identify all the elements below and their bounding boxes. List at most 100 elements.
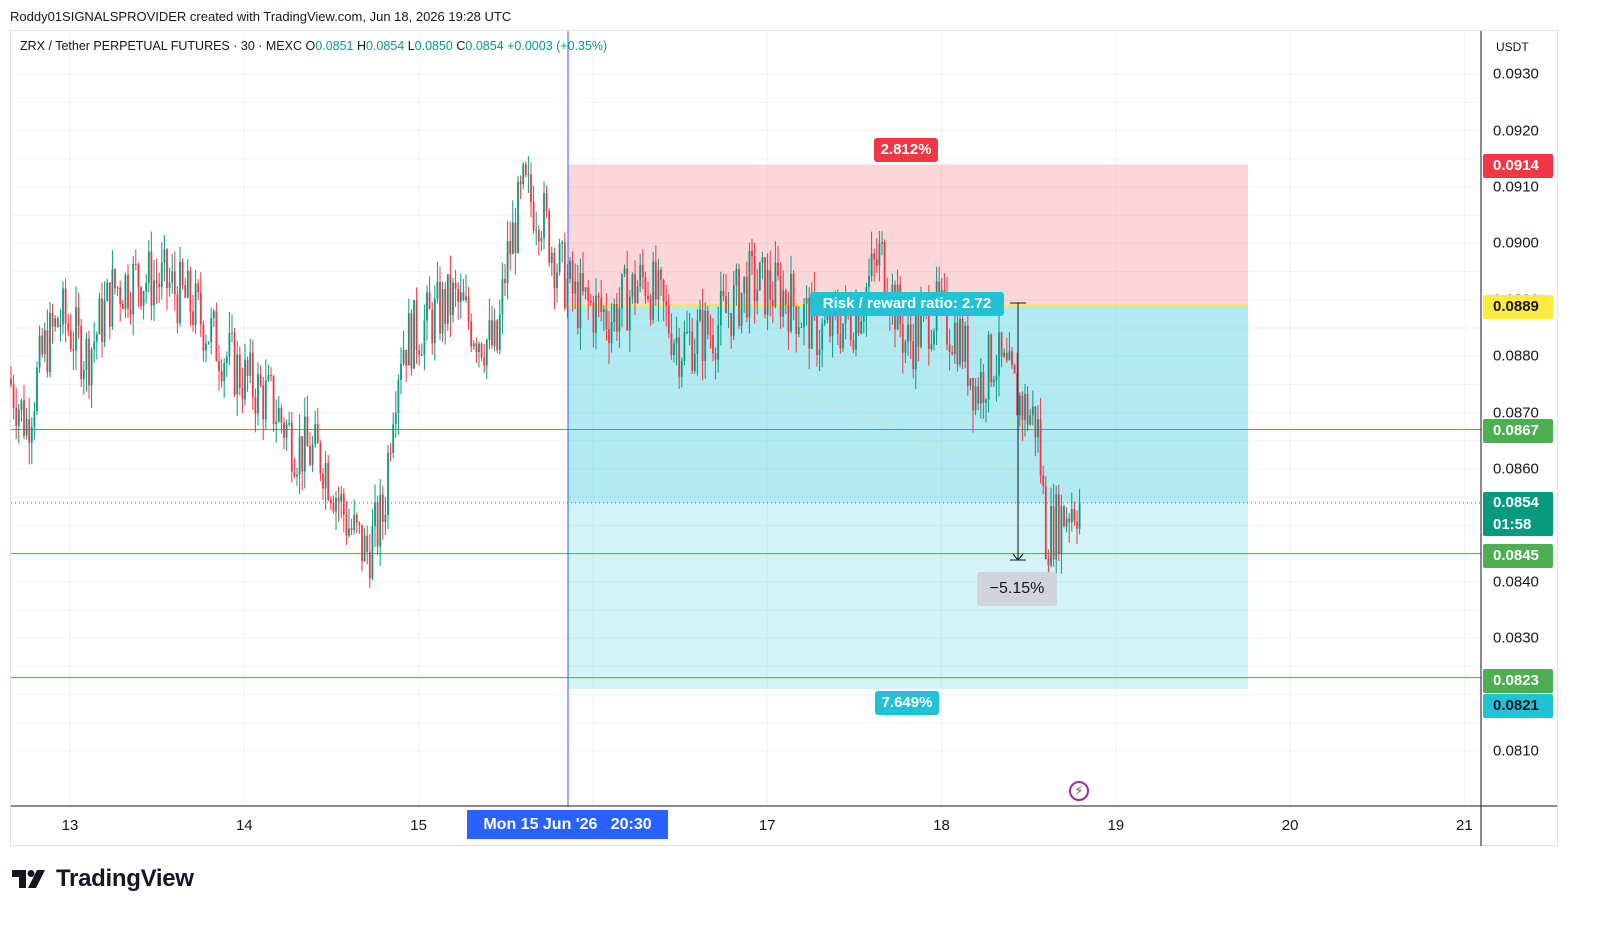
candle-body <box>790 273 792 332</box>
candle-body <box>608 328 610 344</box>
candle-body <box>121 303 124 310</box>
candle-body <box>168 282 171 288</box>
candle-body <box>730 313 733 336</box>
stop-percent-label[interactable]: 2.812% <box>874 138 938 162</box>
candle-body <box>998 332 1000 376</box>
candle-body <box>358 522 361 526</box>
candle-body <box>506 241 509 284</box>
candle-body <box>249 352 252 376</box>
candle-body <box>628 296 631 331</box>
candle-body <box>839 333 842 349</box>
candle-body <box>948 344 951 353</box>
candle-body <box>472 343 475 347</box>
candle-body <box>649 299 652 320</box>
candle-body <box>519 181 522 185</box>
candle-body <box>241 388 244 400</box>
candle-body <box>277 408 280 422</box>
candle-body <box>881 241 883 244</box>
candle-body <box>46 330 49 373</box>
candle-body <box>969 378 972 386</box>
candle-body <box>862 315 865 322</box>
candle-body <box>296 474 298 477</box>
candle-body <box>808 298 811 349</box>
candle-body <box>433 298 436 344</box>
target-percent-label[interactable]: 7.649% <box>875 691 939 715</box>
candle-body <box>233 332 236 395</box>
candle-body <box>602 309 605 312</box>
candle-body <box>670 333 673 356</box>
risk-reward-label[interactable]: Risk / reward ratio: 2.72 <box>810 292 1004 316</box>
candle-body <box>787 304 790 332</box>
candle-body <box>257 374 259 414</box>
candle-body <box>652 261 655 320</box>
axis-currency-unit[interactable]: USDT <box>1496 40 1529 54</box>
open-key: O <box>305 39 316 53</box>
time-tick-label: 21 <box>1456 817 1473 834</box>
stop-loss-zone <box>568 164 1248 306</box>
tradingview-logo[interactable]: TradingView <box>12 865 194 893</box>
time-tick-label: 20 <box>1281 817 1299 834</box>
candle-body <box>1070 509 1073 523</box>
alert-icon[interactable]: ⚡ <box>1069 781 1089 801</box>
candle-body <box>1021 395 1024 421</box>
candle-body <box>878 243 881 266</box>
chart-frame <box>10 30 1558 846</box>
candle-body <box>548 211 551 263</box>
low-key: L <box>407 39 415 53</box>
candle-body <box>706 310 709 335</box>
candle-body <box>509 241 512 255</box>
candle-body <box>194 283 197 326</box>
candle-body <box>251 352 254 398</box>
candle-body <box>478 343 480 353</box>
entry-trend-line <box>619 327 1051 487</box>
candle-body <box>496 320 499 351</box>
candle-body <box>912 341 915 370</box>
candle-body <box>163 249 166 263</box>
candle-body <box>212 311 215 319</box>
candle-body <box>127 275 129 309</box>
candle-body <box>1044 486 1047 560</box>
target-price-tag: 0.0821 <box>1483 694 1553 718</box>
candle-body <box>857 311 860 334</box>
candle-body <box>927 303 930 349</box>
candle-body <box>210 318 213 342</box>
candle-body <box>75 307 77 351</box>
candle-body <box>589 300 592 303</box>
candle-body <box>805 298 808 304</box>
candle-body <box>33 411 36 427</box>
price-range-measure-label[interactable]: −5.15% <box>977 572 1057 606</box>
candle-body <box>181 261 184 286</box>
candle-body <box>758 262 761 291</box>
candle-body <box>415 300 418 351</box>
candle-body <box>1068 518 1071 523</box>
candle-body <box>647 295 649 300</box>
candle-body <box>769 270 772 300</box>
change-value: +0.0003 (+0.35%) <box>507 39 608 53</box>
candle-body <box>943 290 946 292</box>
candle-body <box>1005 352 1008 361</box>
candle-body <box>761 257 764 263</box>
candle-body <box>1031 406 1034 416</box>
candle-body <box>743 276 746 293</box>
candle-body <box>82 369 85 380</box>
candle-body <box>480 343 483 358</box>
candle-body <box>561 242 564 244</box>
symbol-name[interactable]: ZRX / Tether PERPETUAL FUTURES · 30 · ME… <box>20 39 303 53</box>
candle-body <box>119 287 122 304</box>
candle-body <box>72 348 75 351</box>
candle-body <box>631 274 634 297</box>
candle-body <box>626 268 629 331</box>
level-price-tag-3: 0.0823 <box>1483 669 1553 693</box>
candle-body <box>335 497 337 512</box>
candle-body <box>618 308 621 332</box>
profit-zone <box>568 502 1248 689</box>
candle-body <box>98 298 101 335</box>
candle-body <box>764 257 766 315</box>
candle-body <box>849 313 852 341</box>
candle-body <box>860 321 863 334</box>
candle-body <box>184 285 187 298</box>
candle-body <box>449 274 452 315</box>
candle-body <box>579 273 582 329</box>
high-key: H <box>356 39 366 53</box>
